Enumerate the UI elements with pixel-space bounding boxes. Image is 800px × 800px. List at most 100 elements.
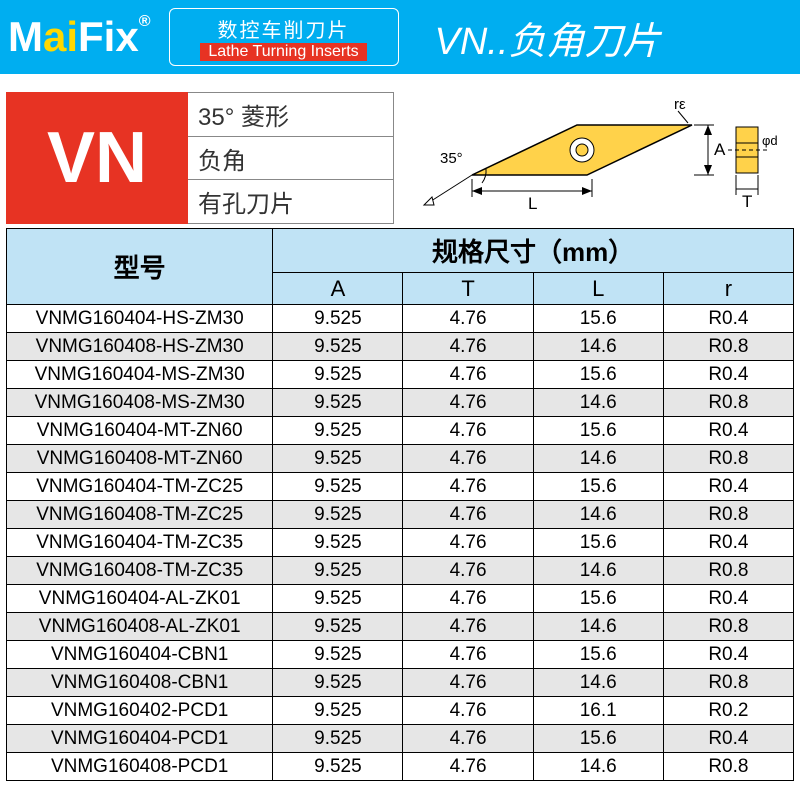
cell-l: 15.6: [533, 473, 663, 501]
attr-hole: 有孔刀片: [188, 180, 393, 223]
cell-t: 4.76: [403, 361, 533, 389]
cell-t: 4.76: [403, 529, 533, 557]
cell-l: 14.6: [533, 501, 663, 529]
cell-a: 9.525: [273, 361, 403, 389]
table-row: VNMG160408-TM-ZC259.5254.7614.6R0.8: [7, 501, 794, 529]
cell-m: VNMG160404-TM-ZC25: [7, 473, 273, 501]
cell-l: 15.6: [533, 529, 663, 557]
table-body: VNMG160404-HS-ZM309.5254.7615.6R0.4VNMG1…: [7, 305, 794, 781]
dim-l-arr1-icon: [472, 187, 482, 195]
cell-t: 4.76: [403, 585, 533, 613]
cell-r: R0.8: [663, 333, 793, 361]
cell-l: 14.6: [533, 669, 663, 697]
cell-a: 9.525: [273, 473, 403, 501]
cell-a: 9.525: [273, 445, 403, 473]
cell-l: 14.6: [533, 445, 663, 473]
table-row: VNMG160404-AL-ZK019.5254.7615.6R0.4: [7, 585, 794, 613]
cell-t: 4.76: [403, 445, 533, 473]
brand-fix: Fix: [78, 13, 139, 60]
cell-a: 9.525: [273, 725, 403, 753]
insert-diagram: 35° rε L A φd: [394, 92, 800, 224]
cell-a: 9.525: [273, 585, 403, 613]
cell-t: 4.76: [403, 641, 533, 669]
cell-a: 9.525: [273, 389, 403, 417]
header-bar: MaiFix® 数控车削刀片 Lathe Turning Inserts VN.…: [0, 0, 800, 74]
cell-m: VNMG160408-PCD1: [7, 753, 273, 781]
table-row: VNMG160404-TM-ZC359.5254.7615.6R0.4: [7, 529, 794, 557]
cell-m: VNMG160404-HS-ZM30: [7, 305, 273, 333]
cell-r: R0.8: [663, 389, 793, 417]
cell-r: R0.4: [663, 725, 793, 753]
angle-label: 35°: [440, 150, 463, 167]
angle-leader-icon: [428, 175, 472, 203]
cell-r: R0.4: [663, 361, 793, 389]
tagline-zh: 数控车削刀片: [218, 14, 350, 43]
cell-m: VNMG160408-HS-ZM30: [7, 333, 273, 361]
cell-t: 4.76: [403, 697, 533, 725]
dim-r-label: rε: [674, 96, 686, 113]
th-t: T: [403, 273, 533, 305]
attr-angle: 负角: [188, 137, 393, 181]
cell-l: 14.6: [533, 389, 663, 417]
cell-m: VNMG160404-TM-ZC35: [7, 529, 273, 557]
cell-a: 9.525: [273, 333, 403, 361]
table-row: VNMG160408-MT-ZN609.5254.7614.6R0.8: [7, 445, 794, 473]
table-row: VNMG160408-HS-ZM309.5254.7614.6R0.8: [7, 333, 794, 361]
cell-l: 15.6: [533, 641, 663, 669]
cell-l: 14.6: [533, 557, 663, 585]
brand-reg: ®: [139, 13, 151, 30]
spec-block: VN 35° 菱形 负角 有孔刀片 35° rε L: [6, 92, 800, 224]
dim-a-label: A: [714, 140, 726, 159]
page-title: VN..负角刀片: [435, 10, 661, 65]
th-l: L: [533, 273, 663, 305]
cell-l: 14.6: [533, 333, 663, 361]
insert-code-box: VN: [6, 92, 188, 224]
cell-m: VNMG160404-CBN1: [7, 641, 273, 669]
cell-a: 9.525: [273, 417, 403, 445]
cell-t: 4.76: [403, 305, 533, 333]
cell-t: 4.76: [403, 669, 533, 697]
cell-r: R0.8: [663, 753, 793, 781]
cell-r: R0.8: [663, 669, 793, 697]
cell-t: 4.76: [403, 501, 533, 529]
cell-m: VNMG160402-PCD1: [7, 697, 273, 725]
cell-l: 16.1: [533, 697, 663, 725]
dim-d-label: φd: [762, 133, 778, 148]
spec-table: 型号 规格尺寸（mm） A T L r VNMG160404-HS-ZM309.…: [6, 228, 794, 781]
th-dims: 规格尺寸（mm）: [273, 229, 794, 273]
cell-r: R0.4: [663, 585, 793, 613]
table-row: VNMG160404-MT-ZN609.5254.7615.6R0.4: [7, 417, 794, 445]
cell-t: 4.76: [403, 473, 533, 501]
cell-a: 9.525: [273, 669, 403, 697]
table-row: VNMG160402-PCD19.5254.7616.1R0.2: [7, 697, 794, 725]
cell-r: R0.4: [663, 641, 793, 669]
cell-a: 9.525: [273, 641, 403, 669]
table-row: VNMG160404-PCD19.5254.7615.6R0.4: [7, 725, 794, 753]
cell-a: 9.525: [273, 529, 403, 557]
cell-m: VNMG160408-AL-ZK01: [7, 613, 273, 641]
cell-m: VNMG160408-CBN1: [7, 669, 273, 697]
brand-ai: ai: [43, 13, 78, 60]
brand-logo: MaiFix®: [0, 13, 161, 61]
cell-l: 15.6: [533, 725, 663, 753]
table-row: VNMG160408-PCD19.5254.7614.6R0.8: [7, 753, 794, 781]
attribute-list: 35° 菱形 负角 有孔刀片: [188, 92, 394, 224]
cell-m: VNMG160404-MS-ZM30: [7, 361, 273, 389]
cell-r: R0.4: [663, 473, 793, 501]
dim-l-arr2-icon: [582, 187, 592, 195]
cell-r: R0.4: [663, 529, 793, 557]
dim-a-arr1-icon: [704, 125, 712, 135]
attr-shape: 35° 菱形: [188, 93, 393, 137]
cell-a: 9.525: [273, 697, 403, 725]
brand-m: M: [8, 13, 43, 60]
cell-r: R0.2: [663, 697, 793, 725]
cell-r: R0.4: [663, 417, 793, 445]
cell-m: VNMG160404-MT-ZN60: [7, 417, 273, 445]
cell-a: 9.525: [273, 557, 403, 585]
cell-a: 9.525: [273, 305, 403, 333]
cell-r: R0.8: [663, 613, 793, 641]
cell-m: VNMG160404-PCD1: [7, 725, 273, 753]
cell-l: 15.6: [533, 417, 663, 445]
cell-m: VNMG160408-MS-ZM30: [7, 389, 273, 417]
cell-r: R0.8: [663, 501, 793, 529]
